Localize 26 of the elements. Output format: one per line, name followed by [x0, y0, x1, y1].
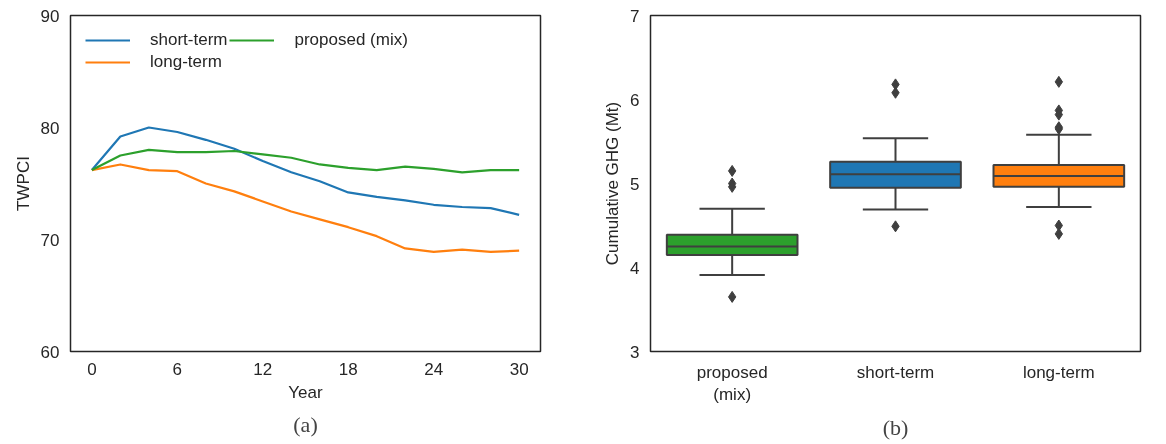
- y-tick-label: 7: [630, 6, 640, 26]
- x-tick-label: 12: [253, 359, 273, 379]
- x-tick-label: long-term: [1022, 362, 1095, 382]
- legend-label: short-term: [150, 30, 228, 50]
- y-tick-label: 60: [40, 342, 60, 362]
- text: (a): [293, 411, 318, 437]
- legend-label: long-term: [150, 52, 222, 72]
- y-axis-title: TWPCI: [13, 156, 33, 211]
- x-tick-label: 6: [172, 359, 183, 379]
- x-tick-label: 24: [424, 359, 444, 379]
- y-tick-label: 70: [40, 230, 60, 250]
- y-tick-label: 80: [40, 118, 60, 138]
- y-axis-title: Cumulative GHG (Mt): [603, 101, 623, 266]
- x-tick-label: 0: [87, 359, 97, 379]
- y-tick-label: 90: [40, 6, 60, 26]
- y-tick-label: 5: [630, 174, 640, 194]
- legend-label: proposed (mix): [294, 30, 408, 50]
- text: (b): [882, 414, 909, 440]
- y-tick-label: 3: [630, 342, 640, 362]
- y-tick-label: 6: [630, 90, 640, 110]
- x-tick-label: short-term: [856, 362, 935, 382]
- x-tick-label: proposed (mix): [696, 362, 768, 405]
- x-tick-label: 30: [509, 359, 529, 379]
- x-axis-title: Year: [288, 382, 324, 402]
- y-tick-label: 4: [630, 258, 640, 278]
- x-tick-label: 18: [338, 359, 358, 379]
